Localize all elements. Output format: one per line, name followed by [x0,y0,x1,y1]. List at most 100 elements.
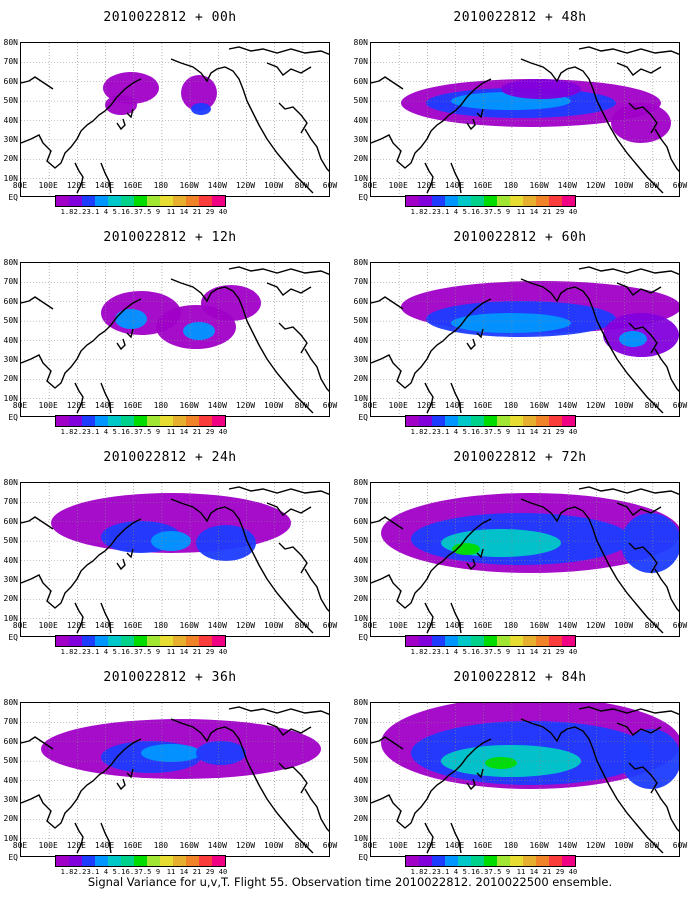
colorbar-swatch [432,636,445,646]
colorbar-swatch [121,196,134,206]
colorbar-swatch [121,416,134,426]
colorbar-label: 5.1 [112,868,126,876]
longitude-label: 120W [585,841,606,850]
coastline [616,62,662,76]
colorbar-label: 11 [166,428,176,436]
colorbar-label: 3.1 [86,868,100,876]
colorbar-label: 2.2 [73,868,87,876]
longitude-label: 160W [529,841,549,850]
coastline [466,558,476,571]
colorbar-label: 1.8 [60,868,74,876]
colorbar-swatch [82,196,95,206]
latitude-label: 10N [353,613,368,623]
variance-contour [181,75,217,111]
longitude-label: 80E [12,401,28,410]
variance-contour [141,744,201,762]
coastline [371,516,404,530]
colorbar-label: 1.8 [410,428,424,436]
colorbar-swatch [69,636,82,646]
coastline [654,348,679,392]
colorbar-label: 3.1 [86,428,100,436]
colorbar-swatch [549,856,562,866]
colorbar-label: 11 [166,648,176,656]
colorbar-label: 6.3 [125,648,139,656]
colorbar-swatch [523,856,536,866]
colorbar-label: 1.8 [410,648,424,656]
longitude-label: 100W [613,621,634,630]
map-area [370,42,680,197]
longitude-label: 80W [644,841,660,850]
colorbar-label: 11 [166,208,176,216]
colorbar-swatch [82,856,95,866]
colorbar-swatch [212,636,225,646]
longitude-label: 80W [644,621,660,630]
colorbar-swatch [186,416,199,426]
latitude-label: 80N [3,38,18,47]
longitude-label: 100W [263,841,284,850]
coastline [228,266,329,275]
colorbar [405,855,576,867]
colorbar-swatch [82,416,95,426]
latitude-label: 20N [3,154,18,164]
longitude-label: 100W [613,181,634,190]
map-svg [371,483,679,636]
longitude-label: 180 [153,621,169,630]
map-svg [371,263,679,416]
coastline [100,822,112,854]
latitude-label: EQ [8,193,18,202]
colorbar-swatch [497,416,510,426]
colorbar-label: 29 [205,428,215,436]
map-area [20,42,330,197]
colorbar-swatch [56,196,69,206]
colorbar-label: 1.8 [60,648,74,656]
latitude-label: 20N [3,594,18,604]
colorbar-label: 9 [155,428,161,436]
coastline [170,498,314,634]
longitude-label: 100W [613,401,634,410]
colorbar-label: 9 [155,208,161,216]
coastline [228,706,329,715]
colorbar-swatch [497,196,510,206]
latitude-label: 30N [3,794,18,804]
coastline [126,548,134,559]
colorbar-label: 29 [205,868,215,876]
longitude-label: 160E [123,401,143,410]
longitude-label: 80E [362,841,378,850]
colorbar-label: 40 [568,428,578,436]
longitude-label: 160E [123,181,143,190]
colorbar-swatch [95,416,108,426]
coastline [100,162,112,194]
colorbar-swatch [212,416,225,426]
colorbar-swatch [134,636,147,646]
latitude-label: 70N [353,497,368,507]
coastline [100,602,112,634]
coastline [74,602,84,634]
coastline [304,568,329,612]
latitude-label: 60N [353,296,368,306]
coastline [450,382,462,414]
longitude-label: 180 [503,621,519,630]
longitude-label: 120E [66,181,86,190]
variance-contour [183,322,215,340]
coastline [116,778,126,791]
coastline [628,542,658,574]
panel-title: 2010022812 + 24h [103,450,237,465]
colorbar-label: 7.5 [138,868,152,876]
colorbar-label: 3.1 [86,208,100,216]
colorbar-swatch [445,856,458,866]
variance-contour [201,285,261,321]
variance-contour [621,729,679,789]
coastline [21,738,142,829]
longitude-label: 100E [38,841,58,850]
longitude-label: 140W [557,841,577,850]
colorbar-swatch [199,416,212,426]
colorbar-swatch [510,856,523,866]
latitude-label: 70N [3,497,18,507]
coastline [654,128,679,172]
longitude-label: 120E [66,841,86,850]
latitude-label: 30N [353,354,368,364]
coastline [654,568,679,612]
colorbar-label: 6.3 [125,868,139,876]
colorbar-swatch [56,636,69,646]
colorbar-swatch [523,416,536,426]
